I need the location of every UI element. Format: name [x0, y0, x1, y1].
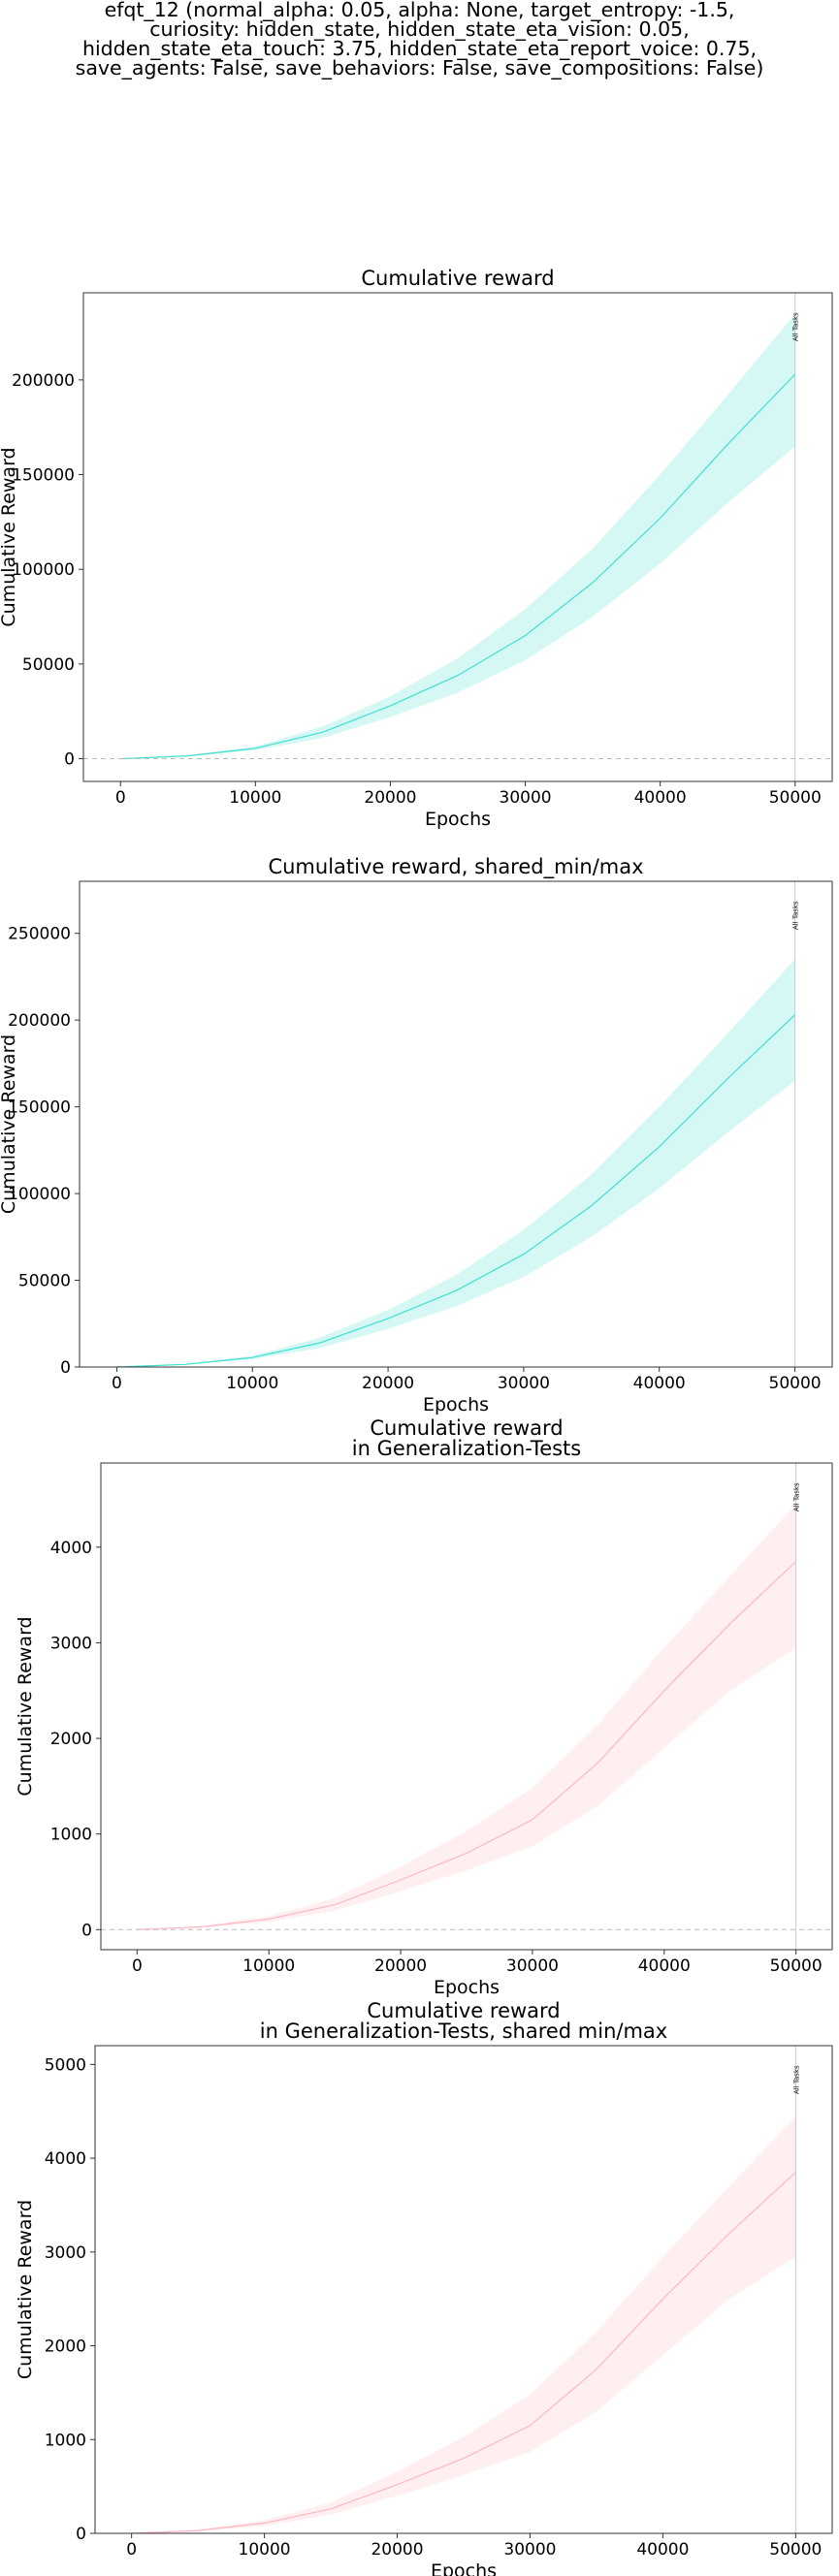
series-mean-line — [116, 1014, 795, 1368]
task-boundary-label: All Tasks — [792, 2065, 800, 2094]
chart-title: Cumulative reward — [361, 267, 554, 290]
x-tick-label: 20000 — [364, 788, 416, 808]
chart-title: in Generalization-Tests — [352, 1437, 581, 1460]
series-mean-line — [137, 1561, 797, 1930]
y-tick-label: 50000 — [22, 655, 75, 675]
axes-frame — [79, 880, 833, 1368]
y-tick-label: 0 — [76, 2525, 86, 2544]
figure-title-line: hidden_state_eta_touch: 3.75, hidden_sta… — [81, 37, 758, 60]
y-tick-label: 3000 — [45, 2243, 86, 2263]
y-tick-label: 0 — [64, 750, 75, 770]
x-tick-label: 0 — [132, 1956, 143, 1976]
chart-title: Cumulative reward — [367, 1999, 560, 2022]
y-tick-label: 150000 — [8, 1098, 71, 1118]
figure-title: efqt_12 (normal_alpha: 0.05, alpha: None… — [0, 0, 839, 78]
chart-title: in Generalization-Tests, shared min/max — [260, 2019, 667, 2043]
x-tick-label: 20000 — [374, 1956, 427, 1976]
x-tick-label: 40000 — [634, 788, 687, 808]
series-range-band — [137, 1504, 796, 1930]
chart-title: Cumulative reward — [370, 1416, 563, 1440]
y-axis-label: Cumulative Reward — [15, 2200, 36, 2379]
y-tick-label: 4000 — [50, 1539, 92, 1558]
series-range-band — [120, 313, 795, 759]
x-tick-label: 20000 — [362, 1374, 414, 1393]
y-tick-label: 0 — [81, 1921, 92, 1940]
x-tick-label: 10000 — [242, 1956, 295, 1976]
series-mean-line — [131, 2172, 796, 2534]
x-tick-label: 30000 — [503, 2540, 556, 2560]
y-tick-label: 5000 — [45, 2055, 86, 2075]
x-axis-label: Epochs — [431, 2560, 497, 2576]
y-tick-label: 200000 — [12, 371, 75, 391]
chart-panel-2: Cumulative reward, shared_min/max All Tas… — [0, 855, 833, 1415]
x-axis-label: Epochs — [425, 809, 491, 830]
y-tick-label: 200000 — [8, 1011, 71, 1031]
y-tick-label: 100000 — [8, 1185, 71, 1204]
x-tick-label: 20000 — [371, 2540, 423, 2560]
x-tick-label: 30000 — [498, 1374, 550, 1393]
x-tick-label: 40000 — [638, 1956, 691, 1976]
x-axis-label: Epochs — [423, 1394, 489, 1415]
task-boundary-label: All Tasks — [792, 901, 800, 930]
x-tick-label: 0 — [112, 1374, 122, 1393]
y-tick-label: 100000 — [12, 560, 75, 580]
y-axis-label: Cumulative Reward — [0, 447, 19, 626]
x-tick-label: 30000 — [500, 788, 552, 808]
y-tick-label: 1000 — [50, 1826, 92, 1845]
y-tick-label: 4000 — [45, 2149, 86, 2169]
axes-frame — [94, 2045, 833, 2534]
chart-panel-1: Cumulative reward All Tasks 0 10000 20000 300… — [0, 267, 833, 830]
x-tick-label: 50000 — [770, 1956, 823, 1976]
y-tick-label: 150000 — [12, 466, 75, 486]
y-axis-label: Cumulative Reward — [15, 1616, 36, 1796]
series-range-band — [116, 959, 795, 1367]
y-tick-label: 1000 — [45, 2431, 86, 2450]
x-tick-label: 0 — [115, 788, 126, 808]
x-tick-label: 0 — [126, 2540, 137, 2560]
series-mean-line — [120, 373, 796, 760]
figure-title-line: efqt_12 (normal_alpha: 0.05, alpha: None… — [104, 0, 735, 21]
x-tick-label: 10000 — [226, 1374, 278, 1393]
axes-frame — [100, 1462, 833, 1951]
figure-title-line: save_agents: False, save_behaviors: Fals… — [75, 56, 764, 80]
x-tick-label: 50000 — [769, 1374, 822, 1393]
x-tick-label: 40000 — [633, 1374, 686, 1393]
y-tick-label: 50000 — [18, 1272, 71, 1291]
y-tick-label: 3000 — [50, 1634, 92, 1653]
x-tick-label: 50000 — [769, 788, 822, 808]
y-tick-label: 2000 — [50, 1730, 92, 1749]
y-tick-label: 2000 — [45, 2337, 86, 2357]
x-tick-label: 50000 — [769, 2540, 822, 2560]
series-range-band — [131, 2115, 796, 2533]
task-boundary-label: All Tasks — [792, 312, 800, 341]
x-axis-label: Epochs — [434, 1977, 500, 1998]
x-tick-label: 10000 — [229, 788, 281, 808]
y-tick-label: 0 — [60, 1358, 71, 1378]
x-tick-label: 30000 — [506, 1956, 559, 1976]
x-tick-label: 10000 — [239, 2540, 291, 2560]
figure-title-line: curiosity: hidden_state, hidden_state_et… — [149, 17, 690, 41]
y-tick-label: 250000 — [8, 925, 71, 944]
task-boundary-label: All Tasks — [793, 1482, 801, 1511]
chart-title: Cumulative reward, shared_min/max — [268, 855, 643, 879]
x-tick-label: 40000 — [636, 2540, 689, 2560]
y-axis-label: Cumulative Reward — [0, 1034, 19, 1214]
axes-frame — [82, 292, 833, 782]
